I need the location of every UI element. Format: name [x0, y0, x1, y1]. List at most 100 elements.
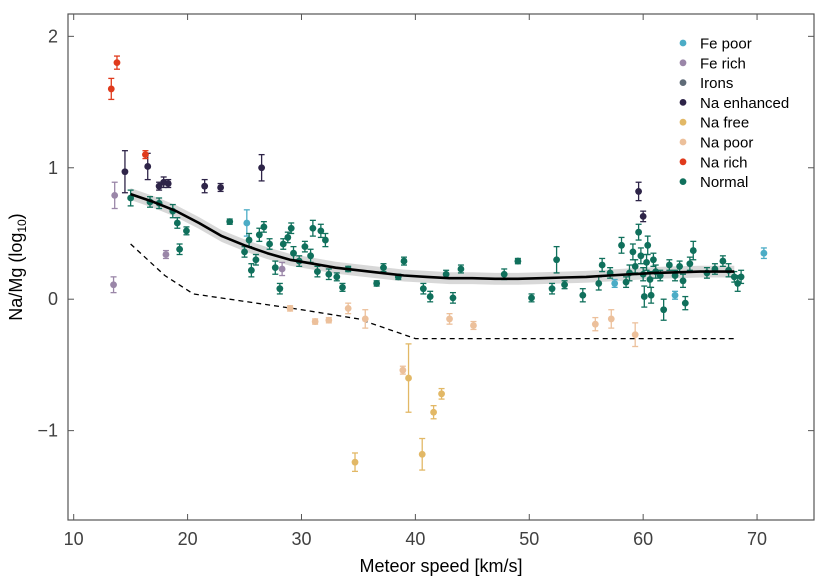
legend-label: Na free: [700, 115, 749, 132]
marker: [548, 285, 556, 293]
fit-curve-group: [130, 192, 735, 281]
marker: [121, 168, 129, 176]
marker: [430, 408, 437, 416]
marker: [528, 294, 535, 302]
data-point-na-poor: [344, 302, 352, 315]
data-point-normal: [640, 285, 648, 308]
data-point-normal: [333, 272, 341, 282]
y-axis-title-tail: ): [6, 213, 26, 219]
marker: [611, 280, 619, 287]
marker: [258, 164, 266, 172]
marker: [730, 273, 738, 281]
x-tick-label: 10: [64, 529, 84, 549]
marker: [142, 151, 149, 159]
marker: [127, 194, 135, 202]
marker: [373, 280, 381, 287]
data-point-normal: [271, 260, 279, 275]
marker: [514, 257, 522, 265]
data-point-normal: [650, 252, 657, 267]
marker: [426, 293, 434, 300]
data-point-normal: [173, 217, 181, 229]
legend-item-na-poor: Na poor: [679, 135, 753, 152]
data-point-na-poor: [399, 365, 407, 375]
data-point-normal: [598, 257, 606, 273]
legend-label: Irons: [700, 75, 733, 92]
data-point-na-rich: [107, 77, 115, 101]
data-point-normal: [579, 288, 587, 303]
marker: [276, 285, 284, 293]
data-point-fe-rich: [162, 249, 170, 260]
marker: [333, 273, 341, 281]
marker: [639, 213, 647, 220]
data-point-normal: [681, 295, 689, 311]
marker: [183, 227, 190, 235]
marker: [226, 218, 234, 226]
data-point-na-poor: [470, 320, 477, 331]
marker: [591, 320, 599, 328]
marker: [500, 270, 508, 278]
marker: [325, 316, 333, 324]
marker: [351, 458, 359, 466]
x-axis-title: Meteor speed [km/s]: [359, 556, 522, 576]
data-point-normal: [309, 219, 317, 237]
data-point-normal: [255, 227, 263, 243]
marker: [266, 240, 273, 248]
marker: [438, 390, 445, 398]
marker: [247, 266, 255, 274]
x-tick-label: 30: [291, 529, 311, 549]
marker: [314, 268, 321, 275]
data-point-normal: [679, 273, 687, 289]
data-point-fe-rich: [110, 276, 117, 294]
marker: [380, 264, 387, 272]
marker: [647, 291, 655, 299]
y-axis-title: Na/Mg (log10): [6, 213, 29, 320]
data-point-normal: [671, 269, 679, 282]
data-point-normal: [629, 243, 637, 261]
legend-item-na-free: Na free: [679, 115, 749, 132]
data-point-normal: [635, 223, 643, 241]
x-tick-label: 40: [405, 529, 425, 549]
data-point-na-enhanced: [639, 210, 647, 223]
data-point-normal: [637, 247, 645, 265]
marker: [164, 180, 172, 187]
marker: [201, 182, 209, 190]
marker: [344, 305, 352, 312]
marker: [243, 219, 251, 227]
data-point-normal: [287, 222, 295, 235]
data-point-normal: [226, 218, 234, 226]
marker: [418, 450, 426, 458]
marker: [671, 272, 679, 279]
data-point-na-poor: [591, 316, 599, 332]
data-point-normal: [622, 276, 630, 289]
data-point-na-rich: [142, 150, 149, 160]
marker: [113, 59, 121, 67]
marker: [176, 245, 184, 253]
marker: [279, 240, 287, 248]
marker: [679, 277, 687, 285]
data-point-fe-poor: [611, 278, 619, 289]
data-point-normal: [644, 235, 652, 256]
data-point-normal: [344, 265, 352, 273]
marker: [255, 231, 263, 239]
data-point-na-poor: [446, 313, 453, 325]
data-point-normal: [548, 282, 556, 295]
marker: [686, 260, 694, 268]
marker: [561, 281, 568, 289]
data-point-normal: [400, 256, 408, 266]
marker: [457, 265, 465, 273]
data-point-normal: [514, 257, 522, 265]
data-point-normal: [618, 236, 625, 254]
data-point-normal: [449, 291, 457, 304]
data-point-normal: [284, 231, 292, 244]
data-point-normal: [373, 280, 381, 287]
data-point-normal: [183, 226, 190, 236]
data-point-normal: [380, 263, 387, 273]
threshold-line-group: [130, 243, 735, 340]
marker: [307, 252, 314, 260]
marker: [107, 85, 115, 93]
legend-item-fe-poor: Fe poor: [679, 36, 752, 53]
marker: [635, 188, 643, 195]
confidence-band-group: [130, 188, 735, 285]
marker: [325, 270, 333, 278]
